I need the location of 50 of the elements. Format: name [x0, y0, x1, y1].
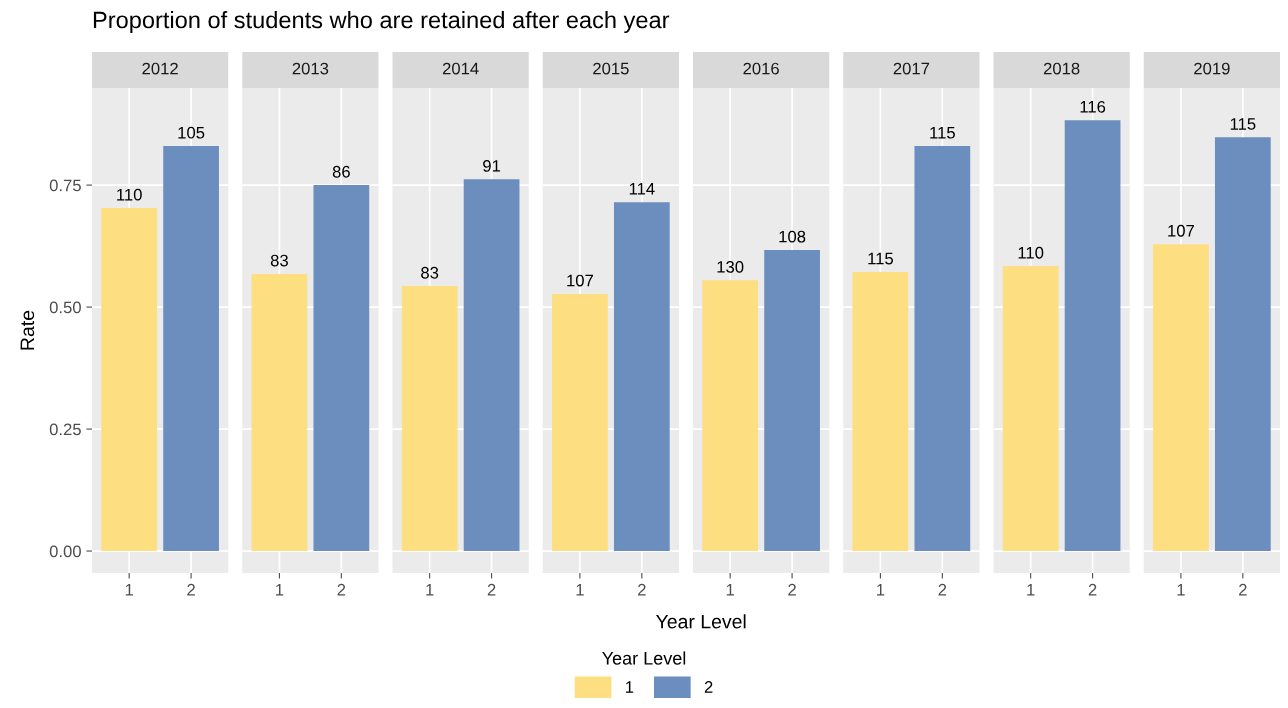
y-tick-label: 0.50 — [49, 301, 81, 314]
y-tick-label: 0.75 — [49, 179, 81, 192]
x-tick-label: 2 — [1088, 583, 1097, 596]
annotation: 83 — [421, 266, 439, 279]
x-tick-label: 2 — [337, 583, 346, 596]
y-tick-label: 0.00 — [49, 545, 81, 558]
x-axis-title: Year Level — [656, 614, 746, 629]
x-tick-label: 2 — [788, 583, 796, 596]
x-tick-label: 2 — [187, 583, 195, 596]
annotation: 115 — [1230, 118, 1256, 130]
annotation: 110 — [117, 188, 142, 201]
x-tick-label: 1 — [1177, 584, 1185, 596]
chart-title: 2015 — [593, 62, 629, 75]
x-tick-label: 1 — [276, 584, 284, 596]
annotation: 105 — [178, 126, 205, 139]
annotation: 110 — [1018, 246, 1044, 259]
chart-title: 2014 — [442, 62, 479, 75]
x-tick-label: 1 — [125, 584, 133, 596]
x-tick-label: 1 — [576, 584, 584, 596]
x-tick-label: 2 — [638, 583, 646, 596]
legend-label: 1 — [626, 681, 634, 693]
chart-title: 2013 — [292, 62, 329, 75]
x-tick-label: 2 — [487, 583, 496, 596]
legend-title: Year Level — [602, 651, 686, 665]
annotation: 130 — [717, 260, 744, 273]
annotation: 86 — [332, 165, 350, 178]
annotation: 83 — [270, 254, 288, 267]
text: Proportion of students who are retained after each year — [93, 11, 670, 33]
chart-title: 2018 — [1043, 62, 1080, 75]
y-axis-title: Rate — [20, 310, 35, 350]
annotation: 116 — [1080, 100, 1106, 113]
annotation: 91 — [483, 159, 501, 172]
annotation: 108 — [779, 230, 806, 243]
annotation: 114 — [629, 183, 655, 195]
chart-title: 2016 — [743, 62, 779, 75]
x-tick-label: 1 — [1027, 584, 1035, 596]
x-tick-label: 1 — [726, 584, 734, 596]
x-tick-label: 2 — [938, 583, 947, 596]
chart-title: 2017 — [893, 62, 930, 75]
chart-title: 2019 — [1194, 62, 1230, 75]
y-tick-label: 0.25 — [49, 423, 81, 436]
x-tick-label: 1 — [426, 584, 434, 596]
legend-label: 2 — [704, 681, 713, 693]
annotation: 115 — [930, 126, 955, 139]
annotation: 107 — [1168, 224, 1194, 237]
chart-title: 2012 — [142, 62, 178, 75]
x-tick-label: 1 — [877, 584, 885, 596]
annotation: 115 — [868, 252, 893, 265]
annotation: 107 — [567, 274, 593, 287]
x-tick-label: 2 — [1239, 583, 1247, 596]
